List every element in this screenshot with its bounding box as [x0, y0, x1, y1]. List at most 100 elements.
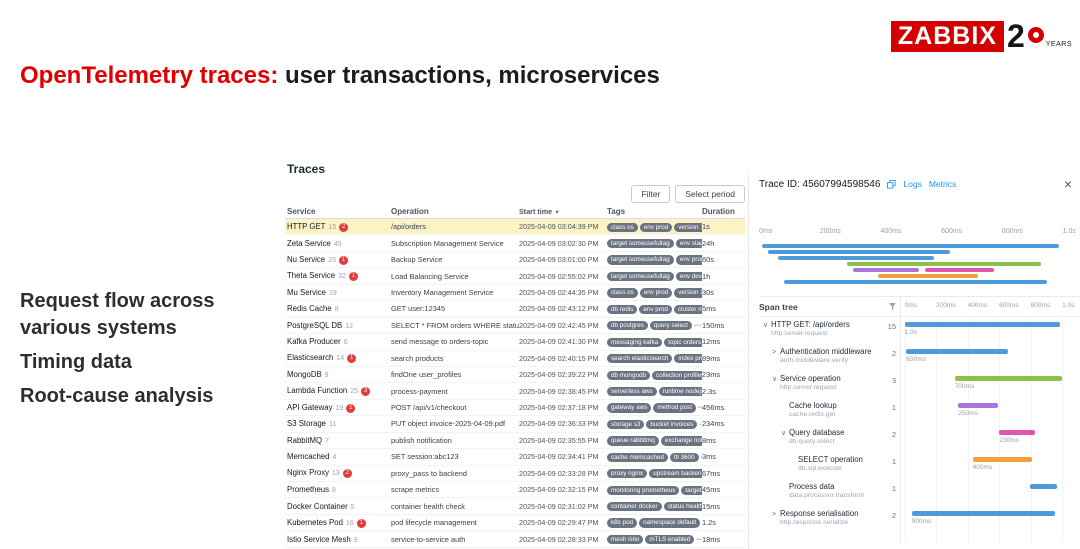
table-row[interactable]: S3 Storage 11 PUT object invoice-2025-04-…: [285, 416, 745, 433]
span-bar[interactable]: [904, 322, 1061, 327]
table-row[interactable]: MongoDB 9 findOne user_profiles 2025-04-0…: [285, 367, 745, 384]
span-bar[interactable]: [906, 349, 1009, 354]
overview-span-bar[interactable]: [768, 250, 950, 254]
table-row[interactable]: API Gateway 19 1 POST /api/v1/checkout 202…: [285, 400, 745, 417]
tag-chip[interactable]: class os: [607, 222, 638, 232]
span-tree-row[interactable]: ∨ Service operation http.server.request 3: [759, 371, 900, 398]
more-tags-icon[interactable]: •••: [696, 536, 702, 543]
table-row[interactable]: Kubernetes Pod 16 1 pod lifecycle manageme…: [285, 515, 745, 532]
table-row[interactable]: Nginx Proxy 13 2 proxy_pass to backend 202…: [285, 466, 745, 482]
tag-chip[interactable]: env staging: [675, 239, 702, 249]
more-tags-icon[interactable]: •••: [698, 405, 702, 412]
overview-span-bar[interactable]: [852, 268, 919, 272]
span-tree-row[interactable]: > Authentication middleware auth.middlewa…: [759, 344, 900, 371]
tag-chip[interactable]: env prod: [639, 288, 673, 298]
tag-chip[interactable]: env prod: [639, 222, 673, 232]
table-row[interactable]: Memcached 4 SET session:abc123 2025-04-09…: [285, 449, 745, 466]
tag-chip[interactable]: search elasticsearch: [607, 354, 673, 364]
span-bar[interactable]: [958, 403, 998, 408]
table-row[interactable]: Mu Service 19 Inventory Management Servic…: [285, 285, 745, 302]
tag-chip[interactable]: db redis: [607, 304, 638, 315]
tag-chip[interactable]: query select: [649, 321, 692, 331]
overview-span-bar[interactable]: [877, 274, 979, 278]
table-row[interactable]: Nu Service 23 1 Backup Service 2025-04-09 …: [285, 252, 745, 269]
col-duration[interactable]: Duration: [702, 206, 735, 216]
tag-chip[interactable]: version 2.3.1: [674, 288, 702, 298]
span-bar[interactable]: [911, 511, 1055, 516]
tag-chip[interactable]: container docker: [607, 502, 662, 512]
tag-chip[interactable]: env prod: [675, 255, 702, 265]
col-tags[interactable]: Tags: [607, 206, 626, 216]
tag-chip[interactable]: env prod: [639, 304, 672, 315]
more-tags-icon[interactable]: •••: [693, 323, 702, 330]
overview-span-bar[interactable]: [762, 244, 1060, 248]
tag-chip[interactable]: cache memcached: [607, 452, 668, 462]
table-row[interactable]: HTTP GET 15 2 /api/orders 2025-04-09 03:04…: [285, 219, 745, 236]
chevron-right-icon[interactable]: >: [772, 349, 777, 356]
table-row[interactable]: Zeta Service 45 Subscription Management S…: [285, 235, 745, 252]
more-tags-icon[interactable]: •••: [701, 455, 702, 461]
span-bar[interactable]: [954, 376, 1063, 381]
tag-chip[interactable]: gateway aws: [607, 403, 652, 413]
table-row[interactable]: Lambda Function 25 3 process-payment 2025-…: [285, 383, 745, 400]
tag-chip[interactable]: version 1.2.3: [674, 222, 702, 232]
filter-button[interactable]: Filter: [631, 185, 671, 203]
logs-link[interactable]: Logs: [903, 179, 922, 189]
table-row[interactable]: Docker Container 5 container health check…: [285, 498, 745, 515]
tag-chip[interactable]: namespace default: [639, 518, 701, 528]
tag-chip[interactable]: monitoring prometheus: [607, 485, 680, 495]
table-row[interactable]: Kafka Producer 6 send message to orders-t…: [285, 334, 745, 351]
tag-chip[interactable]: db mongodb: [607, 370, 651, 380]
table-row[interactable]: RabbitMQ 7 publish notification 2025-04-0…: [285, 433, 745, 450]
span-tree-row[interactable]: Process data data.processor.transform 1: [759, 479, 900, 506]
overview-span-bar[interactable]: [924, 268, 994, 272]
tag-chip[interactable]: collection profiles: [652, 370, 702, 380]
table-row[interactable]: Theta Service 32 1 Load Balancing Service …: [285, 268, 745, 285]
span-tree-row[interactable]: > Response serialisation http.response.se…: [759, 506, 900, 533]
table-row[interactable]: Prometheus 8 scrape metrics 2025-04-09 02…: [285, 482, 745, 499]
table-row[interactable]: Istio Service Mesh 9 service-to-service a…: [285, 531, 745, 548]
tag-chip[interactable]: cluster main: [673, 304, 702, 315]
overview-span-bar[interactable]: [777, 256, 935, 260]
tag-chip[interactable]: bucket invoices: [646, 419, 698, 430]
tag-chip[interactable]: target app: [681, 485, 702, 495]
tag-chip[interactable]: target someusefultag: [607, 255, 674, 265]
more-tags-icon[interactable]: •••: [699, 421, 702, 428]
span-bar[interactable]: [972, 457, 1032, 462]
tag-chip[interactable]: class os: [607, 288, 638, 298]
copy-icon[interactable]: [887, 179, 896, 189]
tag-chip[interactable]: mTLS enabled: [645, 534, 695, 545]
span-tree-row[interactable]: ∨ Query database db.query.select 2: [759, 425, 900, 452]
tag-chip[interactable]: runtime nodejs: [658, 386, 702, 397]
tag-chip[interactable]: mesh istio: [607, 534, 644, 545]
col-service[interactable]: Service: [287, 206, 316, 216]
tag-chip[interactable]: target someusefultag: [607, 271, 674, 282]
tag-chip[interactable]: topic orders: [664, 337, 702, 347]
tag-chip[interactable]: serverless aws: [607, 386, 657, 397]
overview-span-bar[interactable]: [784, 280, 1047, 284]
tag-chip[interactable]: index products: [674, 354, 702, 364]
tag-chip[interactable]: messaging kafka: [607, 337, 663, 347]
tag-chip[interactable]: env dev: [675, 271, 702, 282]
table-row[interactable]: Redis Cache 8 GET user:12345 2025-04-09 0…: [285, 301, 745, 318]
span-tree-row[interactable]: ∨ HTTP GET: /api/orders http.server.reque…: [759, 317, 900, 344]
span-tree-row[interactable]: SELECT operation db.sql.execute 1: [759, 452, 900, 479]
table-row[interactable]: PostgreSQL DB 12 SELECT * FROM orders WHE…: [285, 318, 745, 335]
tag-chip[interactable]: proxy nginx: [607, 469, 648, 479]
tag-chip[interactable]: upstream backend: [649, 469, 702, 479]
filter-funnel-icon[interactable]: [889, 302, 896, 312]
tag-chip[interactable]: exchange notifications: [660, 436, 702, 446]
tag-chip[interactable]: queue rabbitmq: [607, 436, 659, 446]
chevron-down-icon[interactable]: ∨: [781, 430, 787, 437]
chevron-down-icon[interactable]: ∨: [763, 322, 769, 329]
metrics-link[interactable]: Metrics: [928, 179, 957, 189]
chevron-down-icon[interactable]: ∨: [772, 376, 778, 383]
chevron-right-icon[interactable]: >: [772, 511, 777, 518]
tag-chip[interactable]: method post: [653, 403, 697, 413]
close-icon[interactable]: ×: [1063, 176, 1072, 192]
tag-chip[interactable]: db postgres: [607, 321, 648, 331]
overview-span-bar[interactable]: [846, 262, 1041, 266]
span-tree-row[interactable]: Cache lookup cache.redis.get 1: [759, 398, 900, 425]
span-bar[interactable]: [999, 430, 1036, 435]
tag-chip[interactable]: ttl 3600: [669, 452, 699, 462]
